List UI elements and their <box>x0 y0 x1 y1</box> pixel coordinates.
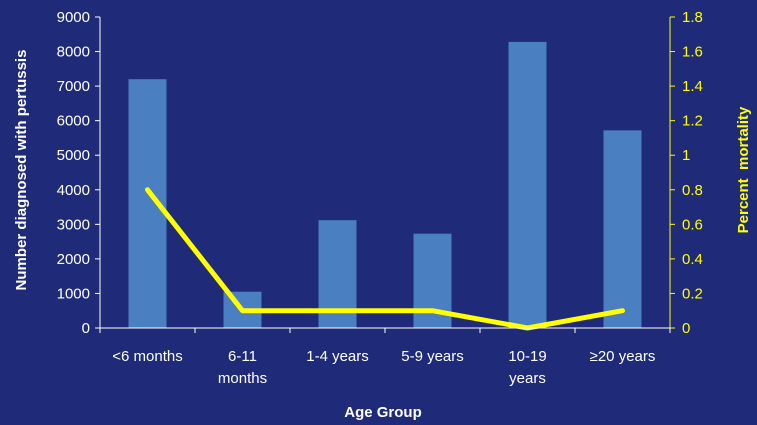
left-y-axis-title: Number diagnosed with pertussis <box>13 50 30 291</box>
left-tick-label: 9000 <box>57 9 90 26</box>
right-tick-label: 0 <box>682 320 690 337</box>
right-tick-label: 1.4 <box>682 78 703 95</box>
left-tick-label: 1000 <box>57 285 90 302</box>
right-tick-label: 1.2 <box>682 113 703 130</box>
left-tick-label: 2000 <box>57 251 90 268</box>
left-tick-label: 6000 <box>57 113 90 130</box>
x-tick-label: 6-11 months <box>218 348 267 387</box>
x-axis-title: Age Group <box>344 404 422 421</box>
right-tick-label: 1.8 <box>682 9 703 26</box>
x-axis: <6 months 6-11 months 1-4 years 5-9 years 10-… <box>99 327 671 387</box>
left-tick-label: 4000 <box>57 182 90 199</box>
left-tick-label: 8000 <box>57 44 90 61</box>
x-tick-label: 1-4 years <box>306 348 369 365</box>
right-y-axis: 0 0.2 0.4 0.6 0.8 1 1.2 1.4 1.6 1.8 <box>669 9 703 337</box>
x-tick-label: ≥20 years <box>590 348 656 365</box>
right-tick-label: 0.2 <box>682 285 703 302</box>
left-tick-label: 0 <box>82 320 90 337</box>
left-y-axis: 0 1000 2000 3000 4000 5000 6000 7000 8000 9000 <box>57 9 101 337</box>
bar <box>603 130 642 328</box>
right-tick-label: 0.4 <box>682 251 703 268</box>
x-tick-label: 5-9 years <box>401 348 464 365</box>
bar-series <box>128 41 642 328</box>
right-y-axis-title: Percent mortality <box>735 106 752 233</box>
right-tick-label: 0.6 <box>682 216 703 233</box>
bar <box>508 41 547 328</box>
x-tick-label: 10-19 years <box>508 348 546 387</box>
mortality-line-series <box>145 187 625 331</box>
right-tick-label: 1.6 <box>682 44 703 61</box>
x-tick-label: <6 months <box>112 348 182 365</box>
right-tick-label: 1 <box>682 147 690 164</box>
left-tick-label: 5000 <box>57 147 90 164</box>
right-tick-label: 0.8 <box>682 182 703 199</box>
left-tick-label: 3000 <box>57 216 90 233</box>
mortality-line <box>145 187 625 331</box>
left-tick-label: 7000 <box>57 78 90 95</box>
